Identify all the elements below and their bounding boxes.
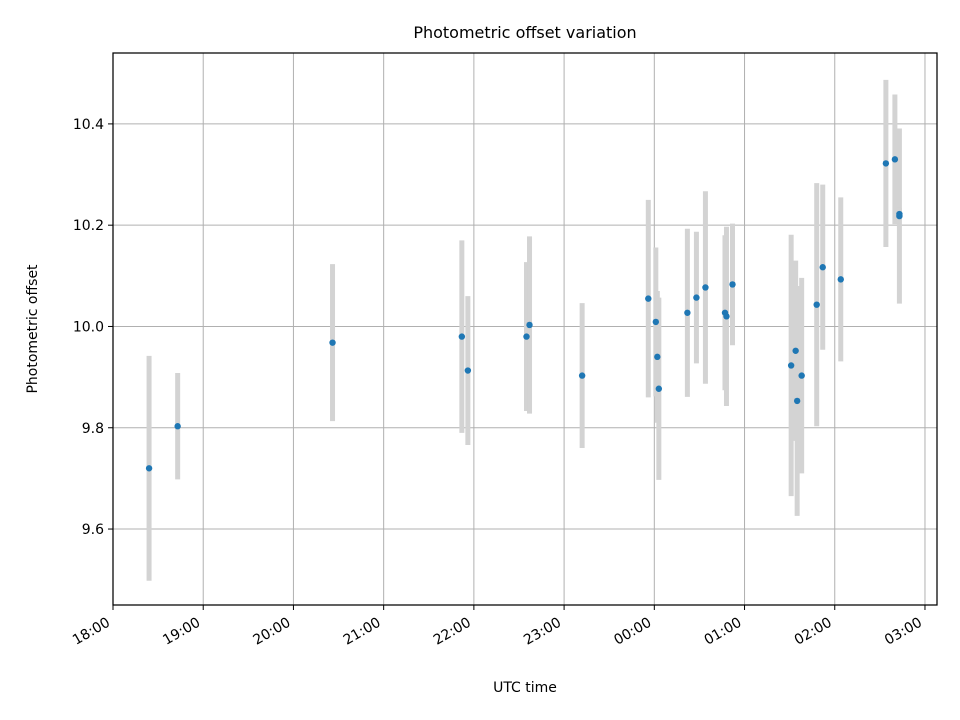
y-tick-label: 10.0 [73, 319, 104, 335]
x-axis-label: UTC time [493, 680, 557, 696]
chart-title: Photometric offset variation [413, 23, 636, 42]
data-point [693, 294, 700, 301]
data-point [798, 372, 805, 379]
y-axis-label: Photometric offset [25, 264, 41, 394]
data-point [526, 321, 533, 329]
y-tick-label: 10.2 [73, 218, 104, 234]
data-point [787, 362, 795, 369]
data-point [645, 295, 652, 302]
data-point [655, 385, 663, 392]
data-points [145, 156, 903, 472]
data-point [896, 210, 903, 218]
data-point [145, 465, 153, 472]
data-point [729, 281, 736, 288]
data-point [813, 301, 820, 308]
data-point [792, 347, 799, 354]
data-point [458, 333, 466, 340]
data-point [684, 309, 691, 316]
data-point [882, 160, 890, 167]
data-point [578, 372, 586, 379]
data-point [523, 333, 530, 340]
data-point [702, 284, 709, 291]
data-point [654, 353, 661, 361]
data-point [652, 318, 660, 326]
y-tick-label: 10.4 [73, 117, 104, 133]
data-point [819, 264, 826, 271]
data-point [329, 339, 336, 346]
y-axis-ticks: 9.6 9.8 10.0 10.2 10.4 [73, 117, 113, 538]
data-point [891, 156, 899, 163]
y-tick-label: 9.6 [82, 522, 104, 538]
axes-frame [112, 52, 938, 606]
data-point [837, 276, 844, 283]
data-point [723, 313, 730, 320]
data-point [793, 397, 801, 405]
y-tick-label: 9.8 [82, 421, 104, 437]
data-point [174, 423, 181, 430]
data-point [464, 367, 472, 374]
